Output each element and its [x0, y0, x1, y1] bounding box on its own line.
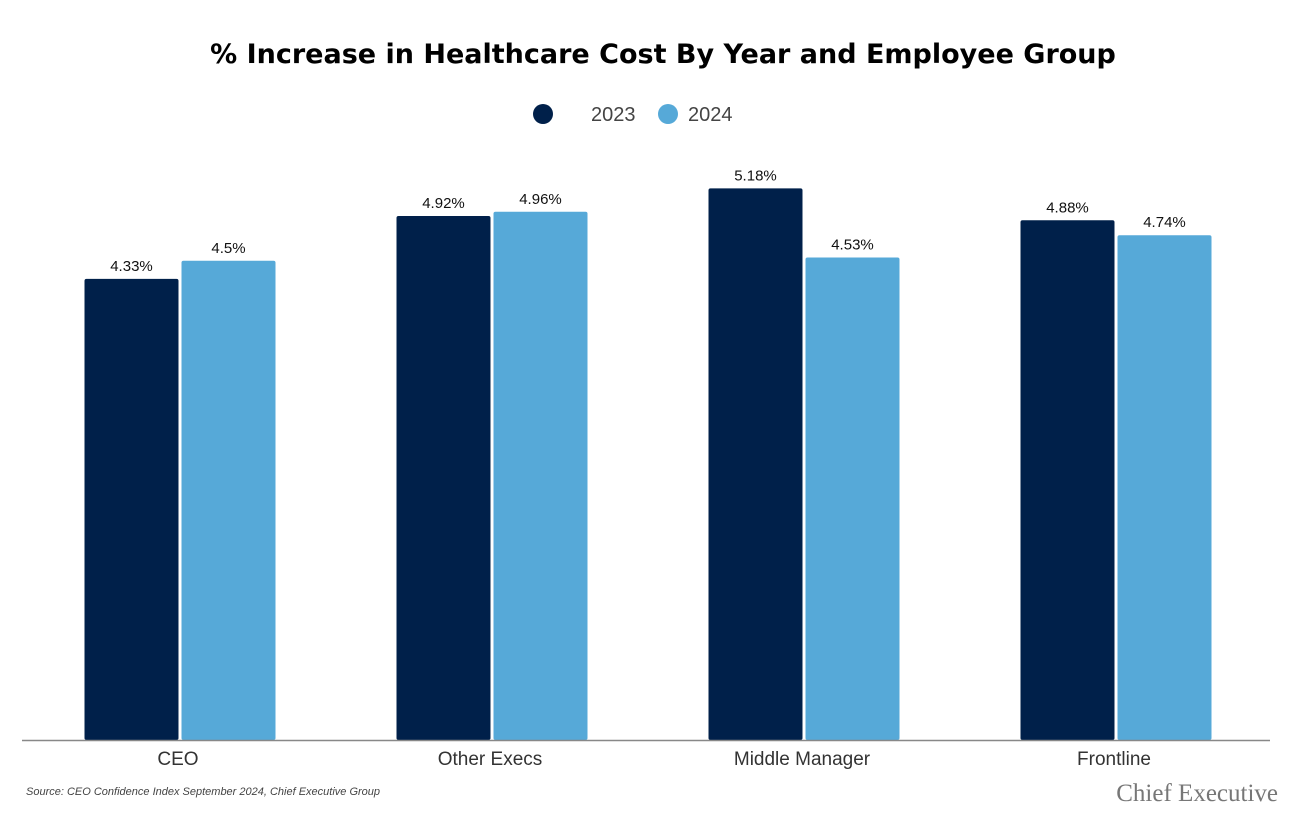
legend: 2023 2024	[533, 104, 733, 126]
bar-2024-ceo	[181, 260, 276, 740]
data-label: 5.18%	[734, 167, 777, 184]
data-label: 4.96%	[519, 191, 562, 208]
data-label: 4.92%	[422, 195, 465, 212]
chief-executive-logo: Chief Executive	[1116, 780, 1278, 807]
bar-2024-middle-manager	[805, 257, 900, 740]
data-label: 4.5%	[211, 240, 245, 257]
bar-2023-middle-manager	[708, 188, 803, 740]
x-tick-label: Frontline	[1077, 749, 1151, 770]
bar-2023-other-execs	[396, 216, 491, 740]
bar-2023-ceo	[84, 278, 179, 740]
legend-marker-2024	[658, 104, 678, 124]
data-label: 4.74%	[1143, 214, 1186, 231]
x-tick-label: CEO	[157, 749, 198, 770]
data-label: 4.88%	[1046, 199, 1089, 216]
source-note: Source: CEO Confidence Index September 2…	[26, 786, 380, 798]
legend-marker-2023	[533, 104, 553, 124]
bar-2024-frontline	[1117, 235, 1212, 740]
bars: 4.33% 4.5% CEO 4.92% 4.96% Other Execs 5.18% 4.…	[84, 167, 1212, 770]
chart-title: % Increase in Healthcare Cost By Year an…	[210, 39, 1116, 70]
data-label: 4.33%	[110, 258, 153, 275]
bar-2024-other-execs	[493, 211, 588, 740]
bar-2023-frontline	[1020, 220, 1115, 740]
data-label: 4.53%	[831, 237, 874, 254]
legend-label-2023: 2023	[591, 104, 636, 126]
legend-label-2024: 2024	[688, 104, 733, 126]
x-tick-label: Other Execs	[438, 749, 543, 770]
x-tick-label: Middle Manager	[734, 749, 871, 770]
